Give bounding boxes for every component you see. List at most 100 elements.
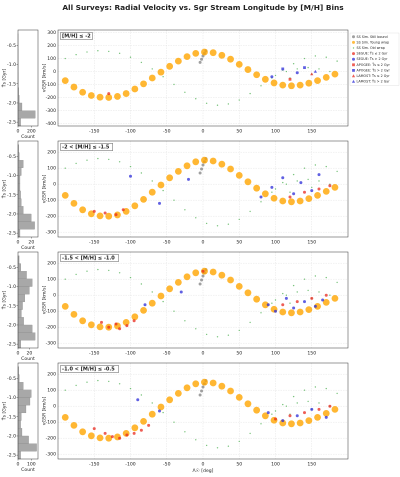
data-point xyxy=(235,172,243,179)
histogram-bar xyxy=(17,443,37,452)
data-point xyxy=(307,178,309,181)
data-point xyxy=(195,439,197,441)
data-point xyxy=(282,292,284,295)
y-tick-label: -1.0 xyxy=(7,395,16,401)
histogram-bar xyxy=(17,190,21,199)
data-point xyxy=(292,192,296,196)
data-point xyxy=(310,296,314,300)
data-point xyxy=(140,80,147,88)
data-point xyxy=(331,406,339,413)
data-point xyxy=(310,189,314,193)
data-point xyxy=(205,333,208,336)
data-point xyxy=(296,419,304,427)
data-point xyxy=(321,298,325,302)
data-point xyxy=(148,74,156,82)
data-point xyxy=(86,270,88,272)
x-tick-label: 200 xyxy=(27,129,36,135)
data-point xyxy=(157,181,165,189)
data-point xyxy=(296,81,304,89)
y-tick-label: -200 xyxy=(46,214,57,220)
data-point xyxy=(318,180,320,182)
data-point xyxy=(314,164,317,166)
histogram-bar xyxy=(17,389,32,398)
data-point xyxy=(201,269,205,273)
x-tick-label: 0 xyxy=(202,462,205,468)
data-point xyxy=(317,407,321,411)
data-point xyxy=(151,291,153,293)
data-point xyxy=(140,283,143,285)
data-point xyxy=(227,103,230,105)
y-tick-label: -2.5 xyxy=(7,231,16,237)
data-point xyxy=(284,296,288,300)
y-tick-label: 200 xyxy=(47,261,56,267)
data-point xyxy=(289,302,291,304)
y-tick-label: -2.5 xyxy=(7,453,16,459)
data-point xyxy=(205,444,208,447)
data-point xyxy=(274,417,277,421)
y-tick-label: -2.5 xyxy=(7,342,16,348)
histogram-bar xyxy=(17,271,27,279)
x-tick-label: -150 xyxy=(89,462,100,468)
data-point xyxy=(75,162,77,165)
data-point xyxy=(303,167,306,169)
histogram-bar xyxy=(17,118,21,127)
data-point xyxy=(270,185,274,189)
data-point xyxy=(79,88,87,96)
data-point xyxy=(108,380,110,383)
data-point xyxy=(151,402,153,404)
histogram-bar xyxy=(17,332,36,341)
y-tick-label: -2.0 xyxy=(7,211,16,217)
data-point xyxy=(259,195,263,199)
data-point xyxy=(97,50,99,52)
data-point xyxy=(249,92,251,95)
data-point xyxy=(92,427,96,431)
plot-frame xyxy=(57,362,349,460)
data-point xyxy=(244,289,252,297)
y-axis-label: T̃s [Gyr] xyxy=(1,69,8,89)
data-point xyxy=(108,158,110,161)
histogram-bar xyxy=(17,451,21,460)
data-point xyxy=(107,325,111,329)
data-point xyxy=(317,173,321,177)
y-tick-label: -300 xyxy=(46,230,57,236)
y-tick-label: -300 xyxy=(46,452,57,458)
data-point xyxy=(249,321,251,324)
data-point xyxy=(195,217,197,219)
legend-label: APOGEE: T̃s > 2 Gyr xyxy=(357,68,391,73)
data-point xyxy=(87,321,95,329)
panel-title: -1.0 < [M/H] ≤ -0.5 xyxy=(62,367,115,373)
data-point xyxy=(121,208,125,212)
legend-label: SS Sim. Still bound xyxy=(357,35,388,39)
data-point xyxy=(295,300,299,304)
data-point xyxy=(110,435,114,439)
data-point xyxy=(166,396,174,404)
data-point xyxy=(288,309,295,317)
data-point xyxy=(261,412,269,420)
histogram-bar xyxy=(17,278,33,287)
data-point xyxy=(162,300,164,303)
y-tick-label: -1.0 xyxy=(7,173,16,179)
data-point xyxy=(75,384,77,387)
data-point xyxy=(310,407,314,411)
data-point xyxy=(61,303,69,310)
data-point xyxy=(216,447,219,449)
data-point xyxy=(61,77,69,84)
y-axis-label: vGSR [km/s] xyxy=(42,397,48,426)
histogram-bar xyxy=(17,221,35,230)
histogram-bar xyxy=(17,412,22,421)
data-point xyxy=(162,411,164,414)
data-point xyxy=(209,157,217,165)
histogram-bar xyxy=(17,324,33,333)
data-point xyxy=(216,225,219,227)
data-point xyxy=(198,60,202,64)
histogram-bar xyxy=(17,428,23,437)
data-point xyxy=(64,167,66,169)
data-point xyxy=(281,419,285,423)
data-point xyxy=(336,60,338,62)
data-point xyxy=(198,282,202,286)
data-point xyxy=(227,276,234,284)
data-point xyxy=(329,294,331,296)
data-point xyxy=(157,292,165,300)
y-tick-label: 100 xyxy=(47,388,56,394)
data-point xyxy=(317,187,321,191)
